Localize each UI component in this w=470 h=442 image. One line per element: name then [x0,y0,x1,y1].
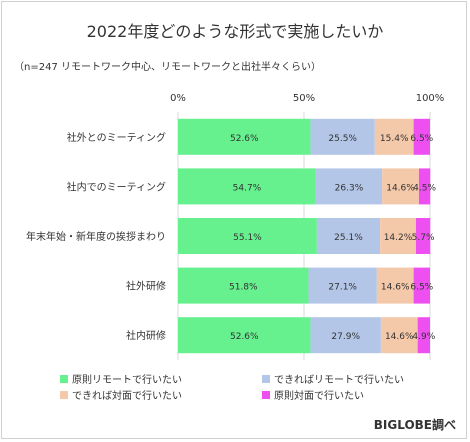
category-label: 年末年始・新年度の挨拶まわり [26,230,166,243]
data-label: 54.7% [233,183,262,193]
data-label: 27.1% [328,283,357,293]
chart-subtitle: （n=247 リモートワーク中心、リモートワークと出社半々くらい） [14,62,321,73]
legend-label: 原則リモートで行いたい [72,373,182,386]
bar-segment [417,317,430,354]
bar-segment [382,168,419,205]
bar-segment [374,118,414,155]
data-label: 6.5% [410,283,433,293]
x-tick-label: 0% [170,93,186,104]
bar-segment [316,218,381,254]
bar-segment [310,317,381,354]
data-label: 15.4% [380,134,409,144]
data-label: 14.6% [381,283,410,293]
bar-segment [376,267,414,304]
x-tick-label: 50% [293,93,315,104]
bar-segment [178,218,317,254]
data-label: 14.6% [385,332,414,342]
data-label: 5.7% [412,233,435,243]
category-label: 社外とのミーティング [67,131,166,144]
bar-segment [178,168,316,205]
data-label: 52.6% [230,134,259,144]
data-label: 27.9% [331,332,360,342]
bar-segment [178,317,311,354]
category-label: 社外研修 [126,280,166,293]
data-label: 25.5% [328,134,357,144]
bar-segment [413,267,430,304]
data-label: 25.1% [334,233,363,243]
data-label: 4.5% [413,183,436,193]
bar-segment [415,218,431,254]
legend-label: できればリモートで行いたい [274,373,404,386]
data-label: 55.1% [233,233,262,243]
source-credit: BIGLOBE調べ [373,418,456,432]
bar-segment [308,267,377,304]
bar-segment [380,218,416,254]
x-tick-label: 100% [416,93,445,104]
bar-segment [418,168,431,205]
data-label: 51.8% [229,283,258,293]
bar-segment [315,168,383,205]
data-label: 26.3% [335,183,364,193]
legend-swatch [60,375,68,383]
bar-segment [178,267,309,304]
chart-title: 2022年度どのような形式で実施したいか [86,22,384,41]
legend-swatch [262,375,270,383]
data-label: 14.6% [386,183,415,193]
legend-swatch [262,391,270,399]
legend-swatch [60,391,68,399]
data-label: 4.9% [412,332,435,342]
data-label: 6.5% [410,134,433,144]
category-label: 社内研修 [126,329,166,342]
legend-label: できれば対面で行いたい [72,389,182,402]
bar-segment [310,118,375,155]
bar-segment [178,118,311,155]
data-label: 52.6% [230,332,259,342]
bar-segment [413,118,430,155]
data-label: 14.2% [384,233,413,243]
category-label: 社内でのミーティング [67,180,166,193]
legend-label: 原則対面で行いたい [274,389,364,402]
bar-segment [380,317,418,354]
